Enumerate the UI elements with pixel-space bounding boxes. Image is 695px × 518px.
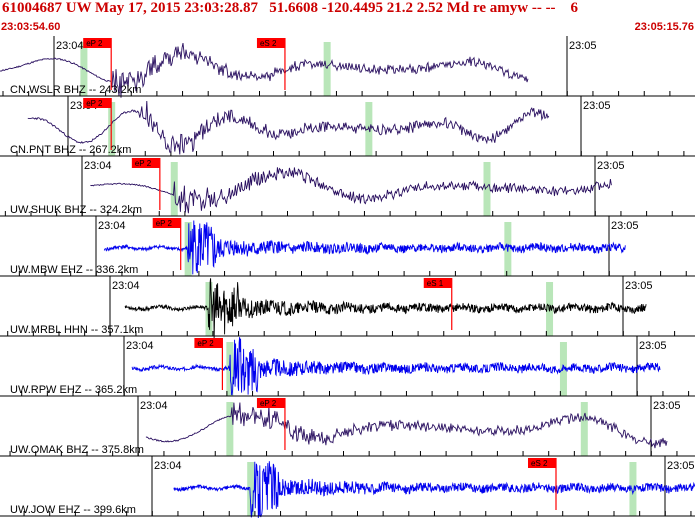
pick-flag[interactable] — [528, 458, 556, 468]
trace-panel[interactable]: 23:04 23:05 eP 2 UW.OMAK BHZ -- 375.8km — [0, 396, 695, 457]
pick-label: eP 2 — [156, 219, 173, 228]
time-label: 23:05 — [639, 340, 667, 352]
pick-label: eS 2 — [531, 459, 548, 468]
pick-window-end — [483, 162, 491, 216]
trace-panel[interactable]: 23:04 23:05 eP 2 UW.MBW EHZ -- 336.2km — [0, 216, 695, 277]
pick-flag[interactable] — [256, 398, 285, 408]
time-label: 23:05 — [653, 400, 681, 412]
waveform — [103, 220, 626, 275]
time-label: 23:05 — [597, 160, 625, 172]
pick-window-start — [247, 462, 255, 516]
pick-flag[interactable] — [194, 338, 223, 348]
pick-label: eP 2 — [197, 339, 214, 348]
station-label: UW.JOW EHZ -- 399.6km — [10, 504, 136, 516]
time-label: 23:05 — [611, 220, 639, 232]
pick-label: eS 2 — [260, 39, 277, 48]
station-label: UW.OMAK BHZ -- 375.8km — [10, 444, 144, 456]
time-label: 23:04 — [112, 280, 140, 292]
station-label: CN.PNT BHZ -- 267.2km — [10, 144, 131, 156]
end-time: 23:05:15.76 — [634, 21, 694, 33]
pick-label: eP 2 — [135, 159, 152, 168]
station-label: CN.WSLR BHZ -- 243.2km — [10, 84, 141, 96]
station-label: UW.SHUK BHZ -- 324.2km — [10, 204, 142, 216]
event-title: 61004687 UW May 17, 2015 23:03:28.87 51.… — [2, 0, 579, 16]
pick-window-end — [629, 462, 637, 516]
pick-window-start — [226, 402, 234, 456]
time-label: 23:04 — [154, 460, 182, 472]
pick-label: eS 1 — [427, 279, 444, 288]
pick-flag[interactable] — [152, 218, 181, 228]
waveform — [124, 278, 647, 339]
time-label: 23:04 — [98, 220, 126, 232]
pick-flag[interactable] — [83, 38, 112, 48]
trace-panel[interactable]: 23:04 23:05 eS 2 UW.JOW EHZ -- 399.6km — [0, 456, 695, 518]
trace-panel[interactable]: 23:04 23:05 eS 1 UW.MRBL HHN -- 357.1km — [0, 276, 695, 339]
pick-flag[interactable] — [83, 98, 112, 108]
pick-flag[interactable] — [256, 38, 285, 48]
pick-window-start — [80, 42, 88, 96]
pick-flag[interactable] — [423, 278, 452, 288]
seismogram-plot[interactable]: 23:04 23:05 eS 2 eP 2 CN.WSLR BHZ -- 243.2km… — [0, 36, 695, 518]
time-label: 23:05 — [667, 460, 695, 472]
pick-flag[interactable] — [131, 158, 160, 168]
pick-label: eP 2 — [260, 399, 277, 408]
waveform — [90, 167, 612, 214]
waveform — [131, 337, 661, 396]
pick-window-end — [559, 342, 567, 396]
pick-window-start — [205, 282, 213, 336]
pick-label: eP 2 — [86, 39, 103, 48]
time-label: 23:05 — [583, 100, 611, 112]
trace-panel[interactable]: 23:04 23:05 eS 2 eP 2 CN.WSLR BHZ -- 243.2km — [0, 36, 695, 98]
event-header: 61004687 UW May 17, 2015 23:03:28.87 51.… — [0, 0, 695, 36]
start-time: 23:03:54.60 — [1, 21, 61, 33]
waveform — [27, 100, 550, 155]
trace-panel[interactable]: 23:04 23:05 eP 2 UW.SHUK BHZ -- 324.2km — [0, 156, 695, 217]
station-label: UW.MRBL HHN -- 357.1km — [10, 324, 143, 336]
time-label: 23:05 — [625, 280, 653, 292]
waveform — [0, 43, 529, 98]
time-label: 23:05 — [569, 40, 597, 52]
trace-panel[interactable]: 23:04 23:05 eP 2 UW.RPW EHZ -- 365.2km — [0, 336, 695, 397]
station-label: UW.MBW EHZ -- 336.2km — [10, 264, 138, 276]
pick-label: eP 2 — [86, 99, 103, 108]
time-label: 23:04 — [84, 160, 112, 172]
time-label: 23:04 — [56, 40, 84, 52]
time-label: 23:04 — [126, 340, 154, 352]
station-label: UW.RPW EHZ -- 365.2km — [10, 384, 137, 396]
waveform — [145, 402, 668, 449]
time-label: 23:04 — [140, 400, 168, 412]
pick-window-end — [580, 402, 588, 456]
